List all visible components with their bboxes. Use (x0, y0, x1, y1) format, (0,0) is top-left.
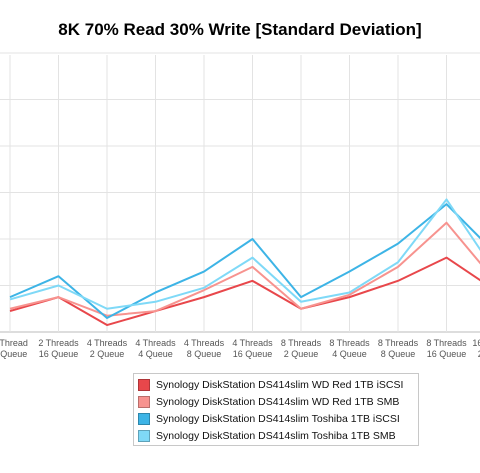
x-tick-label: 2 Queue (284, 349, 319, 359)
legend-swatch (138, 395, 150, 408)
x-tick-label: 8 Threads (426, 338, 467, 348)
legend-swatch (138, 378, 150, 391)
legend-item: Synology DiskStation DS414slim WD Red 1T… (138, 376, 418, 393)
legend-item: Synology DiskStation DS414slim Toshiba 1… (138, 410, 418, 427)
x-tick-label: 4 Threads (135, 338, 176, 348)
x-tick-label: 2 Queue (478, 349, 480, 359)
x-tick-label: 8 Threads (329, 338, 370, 348)
legend-label: Synology DiskStation DS414slim WD Red 1T… (156, 378, 404, 391)
legend-label: Synology DiskStation DS414slim Toshiba 1… (156, 412, 400, 425)
x-tick-label: 8 Threads (378, 338, 419, 348)
x-tick-label: 8 Queue (187, 349, 222, 359)
series-line (9, 256, 480, 327)
series-line (9, 221, 480, 317)
legend: Synology DiskStation DS414slim WD Red 1T… (133, 373, 419, 446)
x-tick-label: 16 Queue (39, 349, 79, 359)
series-lines (9, 198, 480, 327)
legend-label: Synology DiskStation DS414slim WD Red 1T… (156, 395, 400, 408)
legend-swatch (138, 412, 150, 425)
x-tick-label: 8 Threads (281, 338, 322, 348)
grid (0, 52, 480, 333)
x-tick-label: 4 Queue (332, 349, 367, 359)
x-tick-label: 4 Threads (184, 338, 225, 348)
x-tick-label: 4 Threads (232, 338, 273, 348)
series-line (9, 203, 480, 320)
x-tick-label: 16 Queue (427, 349, 467, 359)
x-tick-label: 4 Threads (87, 338, 128, 348)
series-line (9, 198, 480, 310)
x-tick-label: 2 Threads (38, 338, 79, 348)
x-tick-label: 1 Thread (0, 338, 28, 348)
x-tick-label: 2 Queue (0, 349, 27, 359)
legend-swatch (138, 429, 150, 442)
x-tick-label: 4 Queue (138, 349, 173, 359)
x-tick-label: 2 Queue (90, 349, 125, 359)
legend-label: Synology DiskStation DS414slim Toshiba 1… (156, 429, 396, 442)
legend-item: Synology DiskStation DS414slim Toshiba 1… (138, 427, 418, 444)
chart-title: 8K 70% Read 30% Write [Standard Deviatio… (58, 20, 422, 39)
x-tick-label: 8 Queue (381, 349, 416, 359)
x-tick-label: 16 Queue (233, 349, 273, 359)
legend-item: Synology DiskStation DS414slim WD Red 1T… (138, 393, 418, 410)
x-tick-label: 16 Threads (472, 338, 480, 348)
